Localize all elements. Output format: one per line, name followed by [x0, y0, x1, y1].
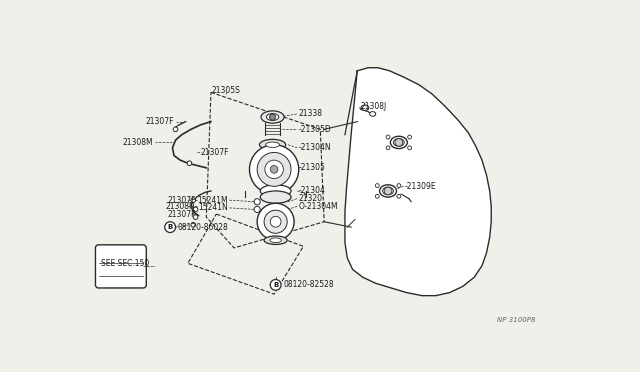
Circle shape — [193, 215, 198, 219]
Text: 21308J: 21308J — [360, 102, 387, 111]
Circle shape — [270, 279, 281, 290]
Text: 21338: 21338 — [299, 109, 323, 118]
Text: 21308M: 21308M — [123, 138, 153, 147]
Circle shape — [191, 198, 196, 202]
Circle shape — [164, 222, 175, 232]
Circle shape — [257, 203, 294, 240]
Ellipse shape — [260, 191, 291, 203]
Text: -21309E: -21309E — [405, 182, 436, 191]
Text: B: B — [273, 282, 278, 288]
Text: 21307F: 21307F — [167, 209, 196, 218]
Circle shape — [254, 199, 260, 205]
Ellipse shape — [259, 140, 285, 150]
Ellipse shape — [369, 112, 376, 116]
Text: 21320: 21320 — [299, 194, 323, 203]
Ellipse shape — [361, 105, 369, 110]
Text: 21307F: 21307F — [145, 117, 174, 126]
Circle shape — [250, 145, 299, 194]
Circle shape — [270, 166, 278, 173]
Text: -21304: -21304 — [299, 186, 326, 195]
Circle shape — [384, 187, 392, 195]
Ellipse shape — [390, 136, 407, 148]
Circle shape — [397, 184, 401, 187]
Text: O-21304M: O-21304M — [299, 202, 339, 211]
Text: 21305S: 21305S — [212, 86, 241, 95]
Circle shape — [193, 207, 198, 212]
Circle shape — [269, 114, 276, 120]
Circle shape — [270, 217, 281, 227]
Ellipse shape — [394, 139, 404, 146]
Circle shape — [375, 195, 380, 198]
Ellipse shape — [264, 236, 287, 244]
Circle shape — [254, 206, 260, 212]
Circle shape — [408, 135, 412, 139]
Text: 21307F: 21307F — [167, 196, 196, 205]
Text: -21305: -21305 — [299, 163, 326, 172]
Text: 15241N: 15241N — [198, 203, 228, 212]
Text: NP 3100P8: NP 3100P8 — [497, 317, 536, 323]
Circle shape — [173, 127, 178, 132]
Text: 21307F: 21307F — [201, 148, 230, 157]
Circle shape — [386, 135, 390, 139]
Ellipse shape — [270, 238, 282, 243]
Ellipse shape — [266, 113, 279, 121]
Text: -21304N: -21304N — [299, 143, 332, 152]
Circle shape — [375, 184, 380, 187]
Circle shape — [265, 160, 284, 179]
Text: 15241M: 15241M — [197, 196, 228, 205]
Circle shape — [191, 222, 196, 227]
Ellipse shape — [383, 187, 394, 195]
Circle shape — [408, 146, 412, 150]
Circle shape — [257, 153, 291, 186]
Text: 08120-86028: 08120-86028 — [177, 222, 228, 232]
Ellipse shape — [260, 185, 291, 197]
Text: B: B — [168, 224, 173, 230]
Circle shape — [397, 195, 401, 198]
Circle shape — [264, 210, 287, 233]
Text: SEE SEC.150: SEE SEC.150 — [101, 259, 149, 268]
Ellipse shape — [380, 185, 397, 197]
Ellipse shape — [266, 142, 280, 147]
Circle shape — [386, 146, 390, 150]
Polygon shape — [345, 68, 492, 296]
Circle shape — [395, 139, 403, 146]
FancyBboxPatch shape — [95, 245, 147, 288]
Text: 21308N: 21308N — [166, 202, 196, 211]
Text: -21305D: -21305D — [299, 125, 332, 134]
Text: 08120-82528: 08120-82528 — [284, 280, 334, 289]
Circle shape — [187, 161, 192, 166]
Ellipse shape — [261, 111, 284, 123]
